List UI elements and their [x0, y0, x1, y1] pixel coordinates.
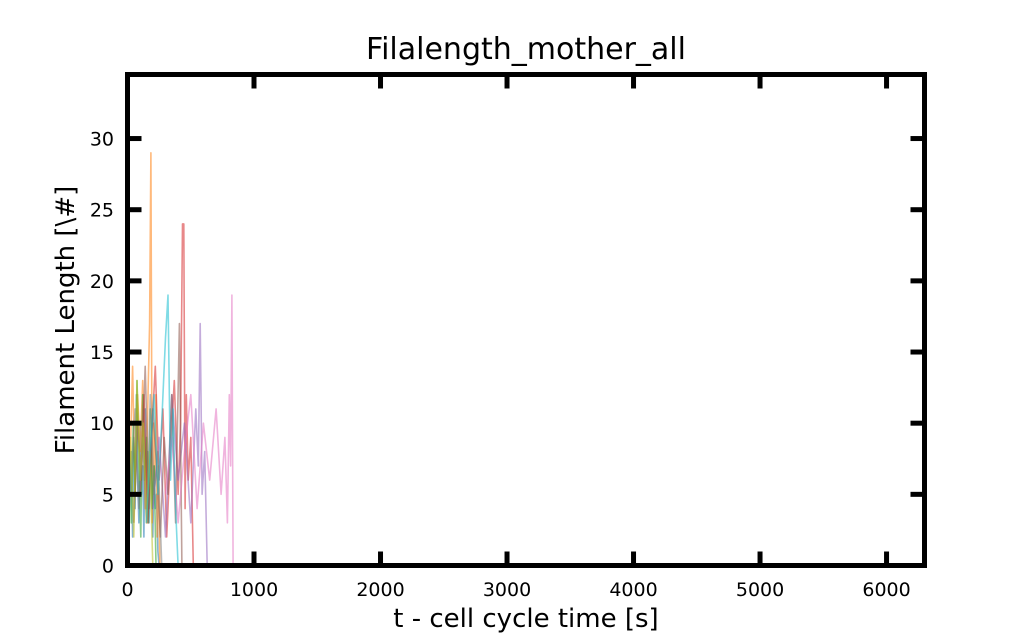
x-tick-label: 2000	[356, 579, 404, 601]
series-line-5	[152, 322, 208, 566]
ticks-layer: 0 1000 2000 3000 4000 5000 6000 0 5 10 15 20 25 30	[90, 74, 925, 601]
y-tick-label: 20	[90, 271, 114, 293]
series-layer	[126, 152, 234, 566]
y-tick-label: 10	[90, 413, 114, 435]
x-tick-label: 1000	[230, 579, 278, 601]
y-tick-label: 5	[102, 484, 114, 506]
y-tick-label: 30	[90, 129, 114, 151]
plot-frame	[125, 72, 927, 568]
x-tick-label: 4000	[609, 579, 657, 601]
x-tick-label: 6000	[862, 579, 910, 601]
series-line-10	[145, 294, 179, 566]
x-tick-label: 0	[121, 579, 133, 601]
series-line-7	[164, 294, 234, 566]
y-tick-label: 15	[90, 342, 114, 364]
x-axis-label: t - cell cycle time [s]	[393, 604, 658, 634]
x-tick-label: 5000	[736, 579, 784, 601]
chart-title: Filalength_mother_all	[366, 32, 686, 67]
y-tick-label: 25	[90, 200, 114, 222]
y-axis-label: Filament Length [\#]	[51, 186, 81, 454]
y-tick-label: 0	[102, 556, 114, 578]
x-tick-label: 3000	[483, 579, 531, 601]
